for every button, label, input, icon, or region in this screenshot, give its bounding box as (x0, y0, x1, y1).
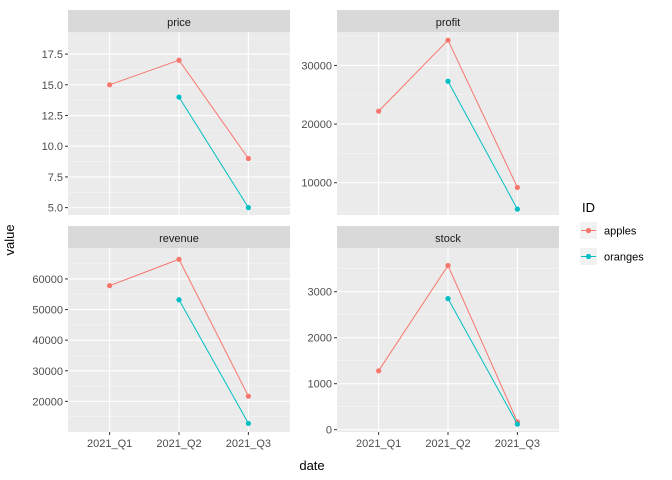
data-point-apples (107, 283, 113, 289)
facet-strip (337, 226, 559, 248)
legend-key-point (585, 253, 592, 260)
legend: ID apples oranges (580, 200, 644, 265)
data-point-apples (176, 256, 182, 262)
x-tick-label: 2021_Q1 (87, 438, 132, 450)
y-tick-label: 50000 (32, 305, 63, 317)
legend-label: oranges (604, 252, 644, 264)
data-point-apples (445, 262, 451, 269)
series-line-oranges (447, 298, 518, 425)
legend-key-point (585, 227, 592, 234)
y-tick-label: 17.5 (42, 49, 63, 61)
data-point-oranges (445, 296, 451, 302)
y-tick-label: 30000 (32, 366, 63, 378)
facet-stock: stock 0 1000 2000 3000 2021_Q1 2021_Q2 2021_Q3 (308, 226, 559, 450)
y-tick-label: 7.5 (48, 172, 63, 184)
facet-strip-label: revenue (159, 233, 199, 245)
data-point-oranges (514, 421, 520, 427)
y-tick-label: 60000 (32, 274, 63, 286)
series-line-oranges (447, 81, 518, 210)
y-tick-label: 10000 (301, 178, 332, 190)
legend-item-oranges: oranges (580, 248, 644, 265)
data-point-oranges (176, 297, 182, 303)
y-tick-label: 40000 (32, 335, 63, 347)
data-point-apples (176, 57, 182, 63)
y-tick-label: 0 (326, 425, 332, 437)
x-tick-label: 2021_Q2 (156, 438, 201, 450)
x-tick-label: 2021_Q3 (495, 438, 540, 450)
y-tick-label: 15.0 (42, 80, 63, 92)
y-tick-label: 30000 (301, 60, 332, 72)
data-point-apples (107, 82, 113, 88)
data-point-apples (445, 37, 451, 43)
y-tick-label: 3000 (308, 287, 332, 299)
y-tick-label: 12.5 (42, 111, 63, 123)
data-point-apples (376, 368, 382, 374)
data-point-apples (245, 393, 251, 399)
data-point-oranges (245, 420, 251, 427)
data-point-oranges (245, 205, 251, 211)
data-point-oranges (445, 78, 451, 84)
facet-strip-label: price (167, 17, 191, 29)
facets-layer: price5.07.510.012.515.017.5profit1000020… (32, 10, 559, 450)
facet-revenue: revenue 20000 30000 40000 50000 60000 2021_Q1 2… (32, 226, 290, 450)
x-axis-title: date (299, 458, 324, 473)
y-tick-label: 2000 (308, 333, 332, 345)
y-tick-label: 10.0 (42, 141, 63, 153)
series-line-oranges (178, 299, 249, 424)
x-tick-label: 2021_Q3 (226, 438, 271, 450)
legend-title: ID (582, 200, 595, 215)
y-tick-label: 20000 (32, 396, 63, 408)
facet-strip (68, 10, 290, 32)
y-tick-label: 5.0 (48, 203, 63, 215)
y-tick-label: 20000 (301, 119, 332, 131)
facet-strip-label: profit (436, 17, 460, 29)
data-point-oranges (176, 94, 182, 100)
series-line-oranges (178, 96, 249, 208)
facet-strip-label: stock (435, 233, 461, 245)
data-point-apples (376, 108, 382, 114)
facet-profit: profit 10000 20000 30000 (301, 10, 559, 215)
facet-strip (337, 10, 559, 32)
data-point-oranges (514, 206, 520, 212)
legend-label: apples (604, 226, 637, 238)
facet-strip (68, 226, 290, 248)
y-tick-label: 1000 (308, 379, 332, 391)
data-point-apples (514, 184, 520, 191)
facet-price: price 5.0 7.5 10.0 12.5 15.0 17.5 (42, 10, 290, 215)
legend-item-apples: apples (580, 222, 637, 239)
data-point-apples (245, 155, 251, 162)
x-tick-label: 2021_Q1 (356, 438, 401, 450)
y-axis-title: value (2, 224, 17, 255)
x-tick-label: 2021_Q2 (425, 438, 470, 450)
